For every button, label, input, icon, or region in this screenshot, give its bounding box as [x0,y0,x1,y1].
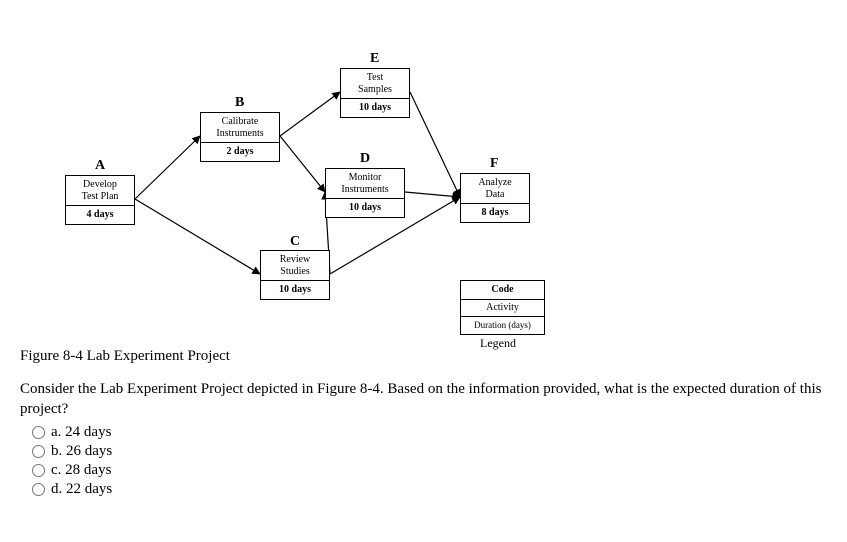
figure-caption: Figure 8-4 Lab Experiment Project [20,348,827,365]
arrow-E-F [410,92,460,197]
legend-label: Legend [480,336,516,351]
option-radio-a[interactable] [32,426,45,439]
question-text: Consider the Lab Experiment Project depi… [20,379,827,420]
option-radio-b[interactable] [32,445,45,458]
node-duration-E: 10 days [341,99,409,117]
node-code-C: C [290,234,300,250]
node-activity-A: DevelopTest Plan [66,176,134,206]
node-duration-B: 2 days [201,143,279,161]
node-code-D: D [360,151,370,167]
option-d[interactable]: d. 22 days [32,481,827,498]
node-D: MonitorInstruments10 days [325,168,405,218]
node-duration-C: 10 days [261,281,329,299]
node-duration-D: 10 days [326,199,404,217]
arrow-B-E [280,92,340,136]
option-radio-d[interactable] [32,483,45,496]
node-code-F: F [490,156,499,172]
node-C: ReviewStudies10 days [260,250,330,300]
arrow-A-C [135,199,260,274]
node-E: TestSamples10 days [340,68,410,118]
option-a[interactable]: a. 24 days [32,424,827,441]
legend-box: CodeActivityDuration (days) [460,280,545,335]
node-activity-E: TestSamples [341,69,409,99]
node-activity-D: MonitorInstruments [326,169,404,199]
node-code-B: B [235,95,244,111]
option-b[interactable]: b. 26 days [32,443,827,460]
node-code-E: E [370,51,379,67]
arrow-A-B [135,136,200,199]
node-F: AnalyzeData8 days [460,173,530,223]
arrow-B-D [280,136,325,192]
legend-activity: CodeActivity [461,281,544,317]
node-duration-A: 4 days [66,206,134,224]
option-c[interactable]: c. 28 days [32,462,827,479]
answer-options: a. 24 days b. 26 days c. 28 days d. 22 days [20,424,827,498]
node-duration-F: 8 days [461,204,529,222]
node-A: DevelopTest Plan4 days [65,175,135,225]
option-label-c: c. 28 days [51,462,111,479]
node-code-A: A [95,158,105,174]
option-label-a: a. 24 days [51,424,111,441]
option-radio-c[interactable] [32,464,45,477]
node-activity-C: ReviewStudies [261,251,329,281]
option-label-b: b. 26 days [51,443,112,460]
option-label-d: d. 22 days [51,481,112,498]
legend-duration: Duration (days) [461,317,544,334]
node-activity-F: AnalyzeData [461,174,529,204]
arrow-D-F [405,192,460,197]
node-activity-B: CalibrateInstruments [201,113,279,143]
network-diagram: ADevelopTest Plan4 daysBCalibrateInstrum… [40,10,590,340]
node-B: CalibrateInstruments2 days [200,112,280,162]
